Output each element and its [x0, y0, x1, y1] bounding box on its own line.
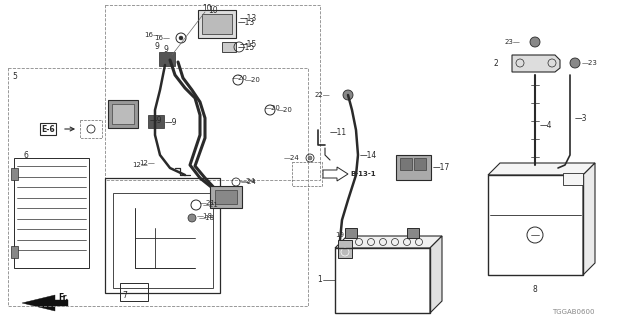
Bar: [345, 228, 357, 238]
Text: —18: —18: [199, 215, 215, 221]
Bar: [222, 42, 236, 52]
Text: E-6: E-6: [41, 124, 55, 133]
Text: B-13-1: B-13-1: [350, 171, 376, 177]
Text: —20: —20: [277, 107, 293, 113]
Circle shape: [188, 214, 196, 222]
Bar: [112, 104, 134, 124]
Text: —13: —13: [240, 13, 257, 22]
Text: —9: —9: [165, 117, 177, 126]
Bar: [105, 5, 320, 180]
Polygon shape: [488, 163, 595, 175]
Bar: [488, 175, 583, 275]
Text: —3: —3: [575, 114, 588, 123]
Text: 19: 19: [335, 232, 344, 238]
Bar: [11, 168, 18, 180]
Text: —24: —24: [240, 178, 256, 184]
Text: —17: —17: [433, 163, 451, 172]
Bar: [215, 190, 237, 204]
Bar: [400, 158, 412, 170]
Bar: [338, 240, 352, 258]
Bar: [210, 186, 242, 208]
Text: 5: 5: [12, 71, 17, 81]
Polygon shape: [335, 236, 442, 248]
Circle shape: [308, 156, 312, 160]
Text: 9: 9: [164, 44, 168, 53]
Text: —13: —13: [238, 18, 255, 27]
Bar: [202, 14, 232, 34]
Bar: [335, 248, 430, 313]
Polygon shape: [22, 295, 68, 311]
Text: —20: —20: [245, 77, 261, 83]
Bar: [120, 283, 148, 301]
Circle shape: [179, 36, 183, 40]
Bar: [148, 115, 164, 128]
Bar: [80, 120, 102, 138]
Bar: [108, 100, 138, 128]
Bar: [414, 158, 426, 170]
Text: 16—: 16—: [144, 32, 160, 38]
Text: —9: —9: [150, 116, 163, 124]
Text: —21: —21: [203, 202, 219, 208]
Text: 16—: 16—: [154, 35, 170, 41]
Bar: [407, 228, 419, 238]
Bar: [198, 10, 236, 38]
Text: 8: 8: [532, 284, 538, 293]
Circle shape: [530, 37, 540, 47]
Text: —14: —14: [360, 150, 377, 159]
Text: —20: —20: [232, 75, 248, 81]
Text: 22—: 22—: [314, 92, 330, 98]
Text: 2: 2: [493, 59, 498, 68]
Text: —24: —24: [284, 155, 299, 161]
Text: 6: 6: [24, 150, 29, 159]
Text: —11: —11: [330, 127, 347, 137]
Polygon shape: [583, 163, 595, 275]
Text: —24: —24: [241, 179, 257, 185]
Text: 1: 1: [317, 276, 322, 284]
Text: —15: —15: [240, 39, 257, 49]
Polygon shape: [430, 236, 442, 313]
Text: 12—: 12—: [139, 160, 155, 166]
Text: —15: —15: [238, 43, 255, 52]
Text: —21: —21: [200, 200, 216, 206]
Bar: [11, 246, 18, 258]
Polygon shape: [512, 55, 560, 72]
Text: 7: 7: [122, 292, 127, 300]
Bar: [563, 173, 583, 185]
Text: 23—: 23—: [504, 39, 520, 45]
Bar: [292, 162, 322, 186]
Bar: [105, 178, 220, 293]
Bar: [14, 158, 89, 268]
Text: TGGAB0600: TGGAB0600: [552, 309, 595, 315]
Polygon shape: [323, 167, 348, 181]
Text: Fr.: Fr.: [58, 293, 68, 302]
Text: —20: —20: [265, 105, 281, 111]
Text: 12—: 12—: [132, 162, 148, 168]
Text: —18: —18: [197, 213, 213, 219]
Circle shape: [570, 58, 580, 68]
Circle shape: [343, 90, 353, 100]
Text: 10: 10: [202, 4, 212, 12]
Text: —4: —4: [540, 121, 552, 130]
Text: —23: —23: [582, 60, 598, 66]
Bar: [159, 52, 175, 66]
Bar: [396, 155, 431, 180]
Text: 9: 9: [155, 42, 159, 51]
Bar: [8, 68, 308, 306]
Bar: [113, 193, 213, 288]
Text: 10: 10: [208, 5, 218, 14]
